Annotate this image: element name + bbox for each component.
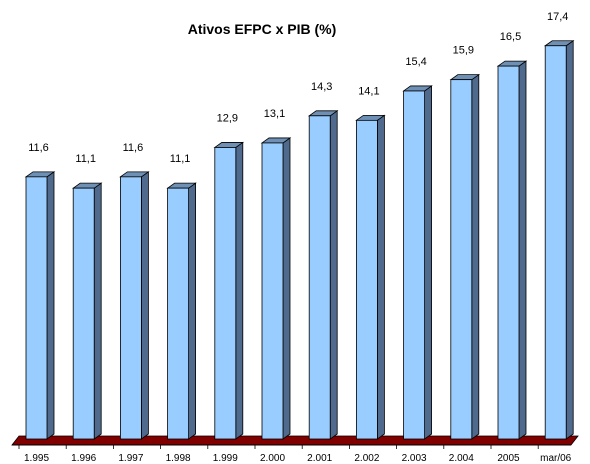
data-labels: 11,6 11,1 11,6 11,1 12,9 13,1 14,3 14,1 15,4 15,9… (28, 11, 568, 165)
bar-front (120, 176, 142, 440)
data-label: 11,6 (123, 142, 144, 154)
data-label: 15,4 (405, 56, 426, 68)
data-label: 17,4 (547, 11, 568, 23)
x-tick-label: 2.003 (402, 453, 427, 464)
bar-side (565, 39, 574, 440)
data-label: 11,1 (75, 153, 96, 165)
data-label: 13,1 (264, 108, 285, 120)
bar-2.001 (307, 110, 339, 440)
data-label: 15,9 (453, 45, 474, 57)
bar-front (355, 119, 378, 440)
x-tick-label: 2.002 (354, 453, 379, 464)
bar-side (329, 110, 338, 440)
bar-side (188, 182, 197, 440)
x-tick-label: 2.004 (449, 453, 474, 464)
x-tick-label: 2.000 (260, 453, 285, 464)
x-tick-label: 1.997 (118, 453, 143, 464)
chart-floor (11, 435, 579, 446)
bar-front (450, 79, 473, 440)
bar-mar/06 (543, 39, 575, 440)
bar-side (46, 171, 55, 440)
x-tick-label: 1.998 (166, 453, 191, 464)
data-label: 14,1 (358, 85, 379, 97)
bar-front (497, 65, 520, 440)
x-tick-label: 2005 (497, 453, 520, 464)
bar-1.998 (166, 182, 197, 440)
data-label: 11,6 (28, 142, 49, 154)
bar-1.995 (24, 171, 56, 440)
bar-front (72, 187, 95, 440)
bar-2.003 (402, 85, 433, 440)
x-tick-label: 2.001 (307, 453, 332, 464)
bar-2.004 (449, 73, 481, 440)
bar-1.996 (71, 182, 103, 440)
data-label: 14,3 (311, 81, 332, 93)
bar-side (282, 137, 291, 440)
x-tick-label: 1.996 (71, 453, 96, 464)
bar-front (544, 45, 567, 440)
bar-front (214, 147, 237, 440)
bar-side (93, 182, 102, 440)
data-label: 11,1 (170, 153, 191, 165)
bar-side (471, 73, 480, 440)
x-axis-ticks: 1.995 1.996 1.997 1.998 1.999 2.000 2.001 2.002… (18, 445, 572, 464)
bar-front (403, 90, 426, 440)
x-tick-label: 1.999 (213, 453, 238, 464)
bar-side (140, 171, 149, 440)
chart-title: Ativos EFPC x PIB (%) (188, 21, 337, 37)
data-label: 12,9 (217, 112, 238, 124)
bars (24, 39, 575, 440)
bar-front (261, 142, 284, 440)
bar-side (424, 85, 433, 440)
bar-1.997 (119, 171, 150, 440)
bar-front (25, 176, 48, 440)
bar-1.999 (213, 141, 245, 440)
bar-front (167, 187, 190, 440)
bar-2.002 (355, 114, 386, 440)
bar-2005 (496, 60, 528, 440)
bar-side (376, 114, 385, 440)
x-tick-label: mar/06 (540, 453, 572, 464)
bar-side (235, 141, 244, 440)
bar-front (308, 115, 331, 440)
x-tick-label: 1.995 (24, 453, 49, 464)
bar-side (518, 60, 527, 440)
data-label: 16,5 (500, 31, 521, 43)
bar-2.000 (260, 137, 292, 440)
